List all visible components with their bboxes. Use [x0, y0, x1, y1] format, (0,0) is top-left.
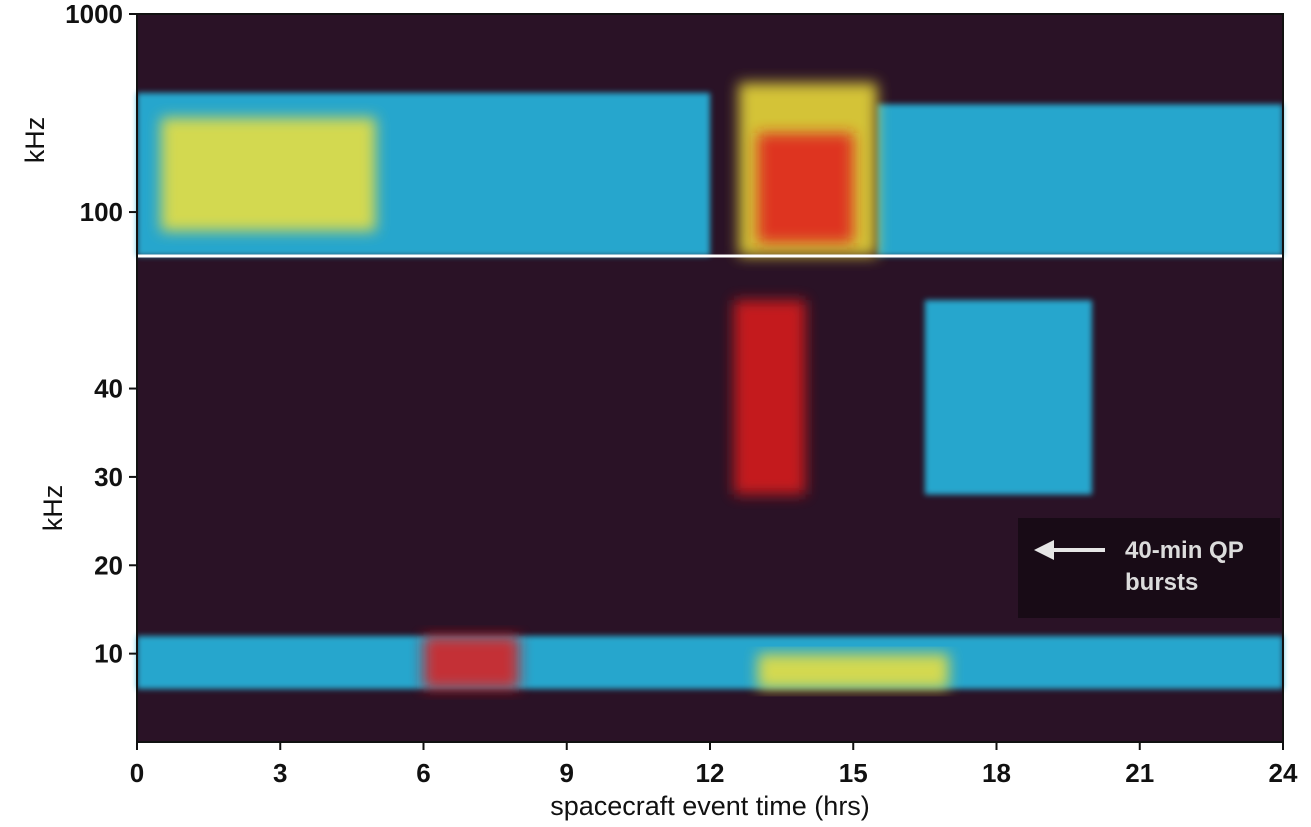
lower-intensity-region-0	[137, 635, 1283, 689]
lower-intensity-region-3	[423, 635, 519, 689]
x-axis: 0 3 6 9 12 15 18 21 24	[130, 742, 1298, 788]
x-tick-label-2: 6	[416, 758, 430, 788]
x-tick-label-8: 24	[1269, 758, 1298, 788]
upper-intensity-region-4	[757, 133, 854, 243]
x-tick-label-5: 15	[839, 758, 868, 788]
x-tick-label-0: 0	[130, 758, 144, 788]
upper-y-axis: 100 1000	[65, 0, 137, 227]
lower-y-axis-title: kHz	[38, 485, 68, 532]
x-tick-label-4: 12	[696, 758, 725, 788]
x-tick-label-7: 21	[1125, 758, 1154, 788]
x-tick-label-6: 18	[982, 758, 1011, 788]
upper-y-tick-label-1: 1000	[65, 0, 123, 29]
lower-intensity-region-4	[733, 300, 806, 495]
upper-y-tick-label-0: 100	[80, 197, 123, 227]
arrowhead-icon	[1034, 540, 1054, 560]
lower-y-tick-label-3: 40	[94, 374, 123, 404]
upper-intensity-region-1	[877, 104, 1283, 256]
lower-intensity-region-1	[924, 300, 1092, 495]
lower-intensity-region-2	[757, 653, 949, 689]
upper-intensity-region-2	[160, 117, 376, 232]
x-tick-label-1: 3	[273, 758, 287, 788]
annotation-box	[1018, 518, 1280, 618]
qp-bursts-annotation: 40-min QP bursts	[1018, 518, 1280, 618]
annotation-line-1: 40-min QP	[1125, 537, 1244, 564]
lower-panel	[137, 300, 1283, 689]
upper-panel	[137, 82, 1283, 257]
lower-y-tick-label-2: 30	[94, 462, 123, 492]
lower-y-axis: 10 20 30 40	[94, 374, 137, 669]
annotation-line-2: bursts	[1125, 569, 1198, 596]
lower-y-tick-label-0: 10	[94, 639, 123, 669]
x-axis-title: spacecraft event time (hrs)	[550, 791, 870, 821]
upper-y-axis-title: kHz	[20, 117, 50, 164]
x-tick-label-3: 9	[560, 758, 574, 788]
lower-y-tick-label-1: 20	[94, 550, 123, 580]
